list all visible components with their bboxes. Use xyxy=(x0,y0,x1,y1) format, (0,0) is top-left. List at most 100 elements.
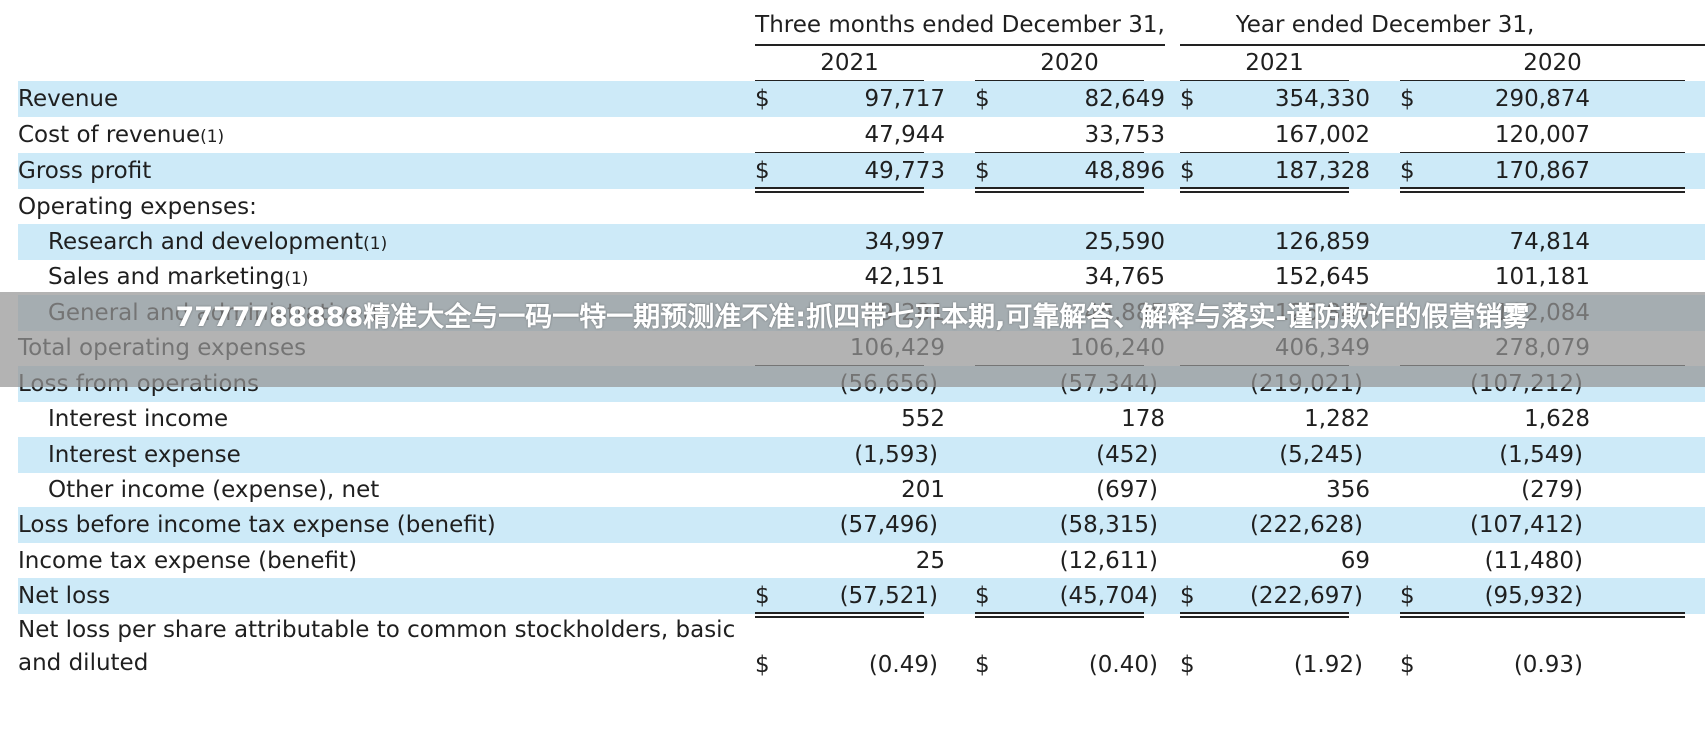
cell-value: (697) xyxy=(1096,477,1158,503)
row-label-text: Sales and marketing xyxy=(48,264,285,290)
row-label: Sales and marketing(1) xyxy=(48,259,308,297)
cell-value: (107,412) xyxy=(1469,512,1583,538)
cell-value: 25 xyxy=(915,548,945,574)
row-label: Other income (expense), net xyxy=(48,472,379,508)
row-label-text: Loss before income tax expense (benefit) xyxy=(18,512,496,538)
cell-value: (452) xyxy=(1096,442,1158,468)
row-label-text: Operating expenses: xyxy=(18,194,257,220)
total-double-rule xyxy=(755,187,924,193)
row-label: Research and development(1) xyxy=(48,224,387,262)
cell-value: (1.92) xyxy=(1293,652,1363,678)
row-label-text: Research and development xyxy=(48,229,364,255)
cell-value: 74,814 xyxy=(1509,229,1590,255)
footnote-ref: (1) xyxy=(284,269,309,289)
table-row: Net loss $ (57,521) $ (45,704) $ (222,697) $ (95… xyxy=(18,578,1705,614)
total-double-rule xyxy=(1180,187,1349,193)
total-double-rule xyxy=(975,187,1144,193)
cell-value: 34,997 xyxy=(864,229,945,255)
table-row: Cost of revenue(1) 47,944 33,753 167,002 120… xyxy=(18,117,1705,153)
cell-value: 101,181 xyxy=(1494,264,1590,290)
header-year-1: 2020 xyxy=(1040,50,1099,76)
total-double-rule xyxy=(1400,187,1685,193)
table-row: Revenue $97,717 $82,649 $354,330 $290,874 xyxy=(18,81,1705,117)
row-label: Interest income xyxy=(48,401,228,437)
total-double-rule xyxy=(755,612,924,618)
cell-value: (1,549) xyxy=(1499,442,1583,468)
cell-value: 126,859 xyxy=(1274,229,1370,255)
total-double-rule xyxy=(975,612,1144,618)
currency-symbol: $ xyxy=(755,158,770,184)
cell-value: (222,628) xyxy=(1249,512,1363,538)
watermark-text: 7777788888精准大全与一码一特一期预测准不准:抓四带七开本期,可靠解答、… xyxy=(175,302,1530,333)
currency-symbol: $ xyxy=(1400,652,1415,678)
row-label-text: Net loss per share attributable to commo… xyxy=(18,617,736,643)
row-label: Revenue xyxy=(18,81,118,117)
table-row: Research and development(1) 34,997 25,590 1… xyxy=(18,224,1705,260)
currency-symbol: $ xyxy=(1180,86,1195,112)
total-double-rule xyxy=(1400,612,1685,618)
cell-value: 82,649 xyxy=(1084,86,1165,112)
cell-value: 201 xyxy=(901,477,945,503)
cell-value: 48,896 xyxy=(1084,158,1165,184)
table-row: Income tax expense (benefit) 25 (12,611) 69… xyxy=(18,543,1705,579)
cell-value: 354,330 xyxy=(1274,86,1370,112)
row-label-text: Income tax expense (benefit) xyxy=(18,548,358,574)
cell-value: (57,496) xyxy=(839,512,938,538)
cell-value: (5,245) xyxy=(1279,442,1363,468)
cell-value: (11,480) xyxy=(1484,548,1583,574)
row-label-text-line2: and diluted xyxy=(18,650,149,676)
cell-value: 1,282 xyxy=(1304,406,1370,432)
header-year-ended: Year ended December 31, xyxy=(1235,12,1535,38)
row-label-text: Interest income xyxy=(48,406,229,432)
footnote-ref: (1) xyxy=(200,127,225,147)
cell-value: 1,628 xyxy=(1524,406,1590,432)
row-label-text: Interest expense xyxy=(48,442,241,468)
row-label: Operating expenses: xyxy=(18,189,257,225)
currency-symbol: $ xyxy=(975,583,990,609)
cell-value: (58,315) xyxy=(1059,512,1158,538)
table-row: Other income (expense), net 201 (697) 356 (2… xyxy=(18,472,1705,508)
cell-value: (0.40) xyxy=(1088,652,1158,678)
table-row: Loss before income tax expense (benefit)… xyxy=(18,507,1705,543)
row-label: Cost of revenue(1) xyxy=(18,117,224,155)
cell-value: (0.93) xyxy=(1513,652,1583,678)
cell-value: (57,521) xyxy=(839,583,938,609)
cell-value: (12,611) xyxy=(1059,548,1158,574)
total-double-rule xyxy=(1180,612,1349,618)
row-label: Net loss per share attributable to commo… xyxy=(18,614,735,680)
table-row: Sales and marketing(1) 42,151 34,765 152,64… xyxy=(18,259,1705,295)
cell-value: 47,944 xyxy=(864,122,945,148)
row-label-text: Net loss xyxy=(18,583,111,609)
currency-symbol: $ xyxy=(1180,583,1195,609)
header-year-2: 2021 xyxy=(1245,50,1304,76)
cell-value: 49,773 xyxy=(864,158,945,184)
row-label-text: Revenue xyxy=(18,86,119,112)
cell-value: (1,593) xyxy=(854,442,938,468)
cell-value: 69 xyxy=(1340,548,1370,574)
currency-symbol: $ xyxy=(755,652,770,678)
row-label: Income tax expense (benefit) xyxy=(18,543,357,579)
table-row: Interest expense (1,593) (452) (5,245) (1,54… xyxy=(18,437,1705,473)
row-label: Net loss xyxy=(18,578,110,614)
currency-symbol: $ xyxy=(975,86,990,112)
watermark-banner xyxy=(0,292,1705,387)
currency-symbol: $ xyxy=(1180,652,1195,678)
cell-value: 97,717 xyxy=(864,86,945,112)
cell-value: 42,151 xyxy=(864,264,945,290)
row-label: Interest expense xyxy=(48,437,241,473)
currency-symbol: $ xyxy=(975,158,990,184)
row-label: Loss before income tax expense (benefit) xyxy=(18,507,496,543)
table-row: Interest income 552 178 1,282 1,628 xyxy=(18,401,1705,437)
cell-value: (95,932) xyxy=(1484,583,1583,609)
cell-value: (0.49) xyxy=(868,652,938,678)
cell-value: 33,753 xyxy=(1084,122,1165,148)
header-group-rule xyxy=(755,44,1165,46)
cell-value: 170,867 xyxy=(1494,158,1590,184)
table-row: Gross profit $49,773 $48,896 $187,328 $170,8… xyxy=(18,153,1705,189)
cell-value: 34,765 xyxy=(1084,264,1165,290)
header-three-months: Three months ended December 31, xyxy=(755,12,1165,38)
table-row: Operating expenses: xyxy=(18,189,1705,225)
currency-symbol: $ xyxy=(755,583,770,609)
header-year-0: 2021 xyxy=(820,50,879,76)
cell-value: 25,590 xyxy=(1084,229,1165,255)
